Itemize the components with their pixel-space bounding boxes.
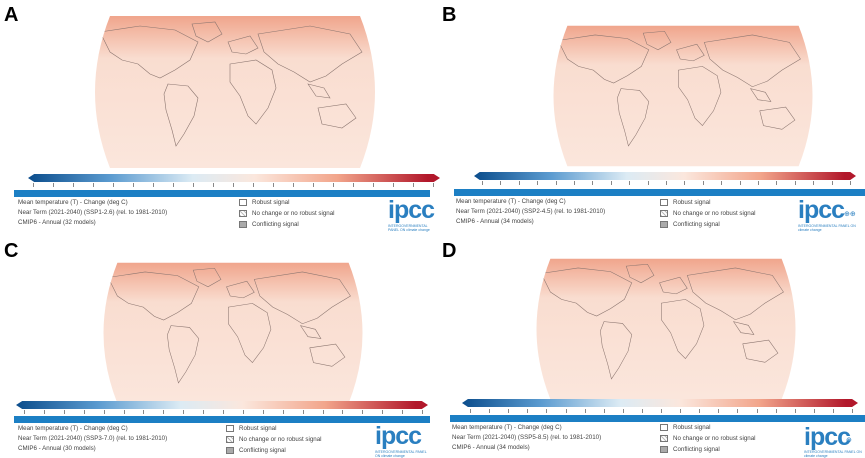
- caption-period: Near Term (2021-2040) (SSP1-2.6) (rel. t…: [18, 209, 168, 216]
- signal-legend: Robust signal No change or no robust sig…: [226, 423, 322, 456]
- colorbar-ticks: [24, 410, 423, 416]
- world-map: [536, 258, 796, 400]
- ipcc-logo: ipcc: [375, 422, 422, 450]
- caption-period: Near Term (2021-2040) (SSP5-8.5) (rel. t…: [452, 434, 602, 441]
- legend-label: Conflicting signal: [673, 446, 720, 453]
- panel-c: C Mean temperature (T) - Change (deg C) …: [0, 229, 430, 458]
- ipcc-logo: ipcc: [798, 196, 845, 224]
- caption-dataset: CMIP6 - Annual (34 models): [456, 218, 534, 225]
- header-strip: [450, 415, 865, 422]
- logo-tagline: INTERGOVERNMENTAL PANEL ON climate chang…: [388, 224, 430, 232]
- colorbar: [474, 172, 856, 180]
- legend-label: Robust signal: [239, 425, 277, 432]
- robust-signal-swatch: [226, 425, 234, 432]
- robust-signal-swatch: [239, 199, 247, 206]
- legend-label: Robust signal: [252, 199, 290, 206]
- panel-letter: D: [442, 240, 457, 262]
- signal-legend: Robust signal No change or no robust sig…: [660, 422, 756, 455]
- un-emblem-icon: ⊕: [846, 437, 852, 444]
- world-map: [553, 25, 813, 167]
- caption-variable: Mean temperature (T) - Change (deg C): [452, 424, 562, 431]
- ipcc-logo: ipcc: [388, 196, 435, 224]
- caption-period: Near Term (2021-2040) (SSP3-7.0) (rel. t…: [18, 435, 168, 442]
- panel-d: D Mean temperature (T) - Change (deg C) …: [434, 229, 865, 458]
- caption-variable: Mean temperature (T) - Change (deg C): [18, 425, 128, 432]
- panel-letter: A: [4, 4, 19, 26]
- world-map: [103, 262, 363, 404]
- legend-label: No change or no robust signal: [673, 210, 756, 217]
- legend-label: Conflicting signal: [252, 221, 299, 228]
- panel-letter: C: [4, 240, 19, 262]
- header-strip: [14, 416, 430, 423]
- legend-label: No change or no robust signal: [252, 210, 335, 217]
- no-change-swatch: [226, 436, 234, 443]
- colorbar: [462, 399, 858, 407]
- legend-label: No change or no robust signal: [239, 436, 322, 443]
- caption-dataset: CMIP6 - Annual (32 models): [18, 219, 96, 226]
- panel-letter: B: [442, 4, 457, 26]
- caption: Mean temperature (T) - Change (deg C) Ne…: [18, 198, 167, 228]
- colorbar-ticks: [470, 409, 853, 415]
- no-change-swatch: [239, 210, 247, 217]
- header-strip: [14, 190, 430, 197]
- logo-tagline: INTERGOVERNMENTAL PANEL ON climate chang…: [804, 450, 862, 458]
- conflicting-signal-swatch: [660, 446, 668, 453]
- signal-legend: Robust signal No change or no robust sig…: [239, 197, 335, 230]
- colorbar-ticks: [33, 183, 434, 189]
- logo-tagline: INTERGOVERNMENTAL PANEL ON climate chang…: [375, 450, 427, 458]
- legend-label: Conflicting signal: [239, 447, 286, 454]
- header-strip: [454, 189, 865, 196]
- legend-label: Robust signal: [673, 424, 711, 431]
- colorbar: [28, 174, 440, 182]
- no-change-swatch: [660, 210, 668, 217]
- robust-signal-swatch: [660, 424, 668, 431]
- legend-label: Conflicting signal: [673, 221, 720, 228]
- caption-variable: Mean temperature (T) - Change (deg C): [456, 198, 566, 205]
- conflicting-signal-swatch: [226, 447, 234, 454]
- colorbar: [16, 401, 428, 409]
- caption-dataset: CMIP6 - Annual (34 models): [452, 444, 530, 451]
- caption: Mean temperature (T) - Change (deg C) Ne…: [452, 423, 601, 453]
- colorbar-ticks: [482, 181, 851, 187]
- caption: Mean temperature (T) - Change (deg C) Ne…: [456, 197, 605, 227]
- caption: Mean temperature (T) - Change (deg C) Ne…: [18, 424, 167, 454]
- caption-period: Near Term (2021-2040) (SSP2-4.5) (rel. t…: [456, 208, 606, 215]
- caption-dataset: CMIP6 - Annual (30 models): [18, 445, 96, 452]
- no-change-swatch: [660, 435, 668, 442]
- un-emblem-icon: ⊕⊕: [844, 211, 856, 218]
- legend-label: Robust signal: [673, 199, 711, 206]
- robust-signal-swatch: [660, 199, 668, 206]
- conflicting-signal-swatch: [239, 221, 247, 228]
- legend-label: No change or no robust signal: [673, 435, 756, 442]
- caption-variable: Mean temperature (T) - Change (deg C): [18, 199, 128, 206]
- logo-tagline: INTERGOVERNMENTAL PANEL ON climate chang…: [798, 224, 856, 232]
- signal-legend: Robust signal No change or no robust sig…: [660, 197, 756, 230]
- world-map: [95, 16, 375, 168]
- panel-a: A Mean temperature (T) - Change (deg C) …: [0, 0, 440, 232]
- conflicting-signal-swatch: [660, 221, 668, 228]
- panel-b: B Mean temperature (T) - Change (deg C) …: [434, 0, 865, 232]
- ipcc-logo: ipcc: [804, 423, 851, 451]
